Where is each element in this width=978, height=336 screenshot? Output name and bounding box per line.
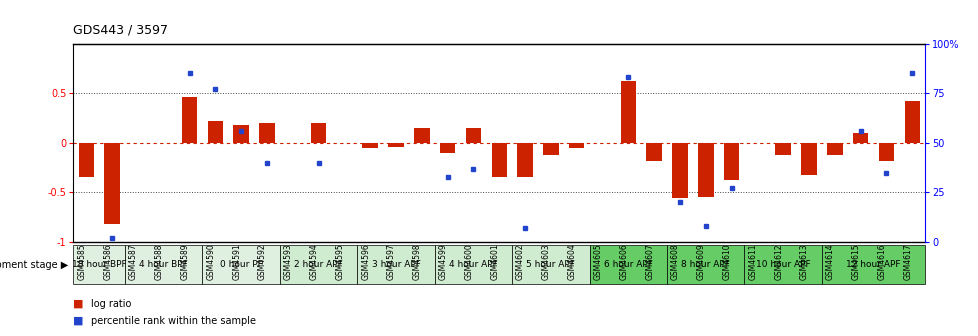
Text: GSM4585: GSM4585 (77, 244, 86, 280)
Text: GSM4606: GSM4606 (619, 244, 628, 280)
Text: GSM4588: GSM4588 (155, 244, 163, 280)
Bar (434, 245, 511, 284)
Bar (723, 143, 738, 180)
Bar (645, 143, 661, 161)
Bar (743, 245, 822, 284)
Bar (466, 128, 481, 143)
Text: GDS443 / 3597: GDS443 / 3597 (73, 24, 168, 37)
Text: 12 hour APF: 12 hour APF (845, 260, 900, 269)
Bar (589, 245, 666, 284)
Text: GSM4608: GSM4608 (670, 244, 680, 280)
Text: GSM4605: GSM4605 (593, 244, 601, 280)
Text: 4 hour APF: 4 hour APF (449, 260, 498, 269)
Bar (388, 143, 403, 147)
Bar (362, 143, 378, 148)
Text: development stage ▶: development stage ▶ (0, 260, 68, 269)
Bar (280, 245, 357, 284)
Bar (78, 143, 94, 177)
Text: GSM4599: GSM4599 (438, 244, 447, 280)
Text: GSM4610: GSM4610 (722, 244, 731, 280)
Text: GSM4591: GSM4591 (232, 244, 241, 280)
Text: GSM4609: GSM4609 (696, 244, 705, 280)
Text: GSM4592: GSM4592 (258, 244, 267, 280)
Bar (357, 245, 434, 284)
Text: GSM4586: GSM4586 (103, 244, 112, 280)
Bar (491, 143, 507, 177)
Text: GSM4597: GSM4597 (386, 244, 396, 280)
Text: 3 hour APF: 3 hour APF (372, 260, 421, 269)
Text: 6 hour APF: 6 hour APF (603, 260, 652, 269)
Bar (568, 143, 584, 148)
Bar (207, 121, 223, 143)
Bar (105, 143, 119, 224)
Text: GSM4617: GSM4617 (903, 244, 911, 280)
Bar (73, 245, 125, 284)
Bar (202, 245, 280, 284)
Text: GSM4602: GSM4602 (515, 244, 524, 280)
Text: 5 hour APF: 5 hour APF (526, 260, 575, 269)
Text: GSM4612: GSM4612 (774, 244, 782, 280)
Bar (666, 245, 743, 284)
Text: GSM4600: GSM4600 (464, 244, 473, 280)
Bar (822, 245, 924, 284)
Text: GSM4589: GSM4589 (180, 244, 190, 280)
Bar (311, 123, 326, 143)
Bar (543, 143, 558, 155)
Bar (904, 101, 919, 143)
Text: ■: ■ (73, 299, 84, 309)
Text: GSM4596: GSM4596 (361, 244, 370, 280)
Text: percentile rank within the sample: percentile rank within the sample (91, 316, 256, 326)
Bar (516, 143, 532, 177)
Bar (414, 128, 429, 143)
Text: GSM4613: GSM4613 (799, 244, 808, 280)
Bar (826, 143, 842, 155)
Text: GSM4604: GSM4604 (567, 244, 576, 280)
Text: GSM4611: GSM4611 (747, 244, 757, 280)
Bar (439, 143, 455, 153)
Text: log ratio: log ratio (91, 299, 131, 309)
Text: ■: ■ (73, 316, 84, 326)
Text: GSM4587: GSM4587 (129, 244, 138, 280)
Bar (852, 133, 867, 143)
Bar (620, 81, 636, 143)
Text: 0 hour PF: 0 hour PF (220, 260, 262, 269)
Text: GSM4598: GSM4598 (413, 244, 422, 280)
Text: GSM4616: GSM4616 (876, 244, 885, 280)
Text: GSM4601: GSM4601 (490, 244, 499, 280)
Bar (125, 245, 202, 284)
Bar (182, 97, 198, 143)
Bar (511, 245, 589, 284)
Text: GSM4593: GSM4593 (284, 244, 292, 280)
Text: GSM4590: GSM4590 (206, 244, 215, 280)
Bar (233, 125, 248, 143)
Bar (775, 143, 790, 155)
Text: 8 hour APF: 8 hour APF (681, 260, 730, 269)
Text: GSM4594: GSM4594 (309, 244, 318, 280)
Bar (878, 143, 893, 161)
Text: GSM4595: GSM4595 (335, 244, 344, 280)
Text: GSM4615: GSM4615 (851, 244, 860, 280)
Text: GSM4614: GSM4614 (825, 244, 834, 280)
Bar (697, 143, 713, 197)
Bar (672, 143, 687, 198)
Text: 10 hour APF: 10 hour APF (755, 260, 810, 269)
Text: 18 hour BPF: 18 hour BPF (71, 260, 126, 269)
Bar (259, 123, 275, 143)
Text: GSM4603: GSM4603 (542, 244, 551, 280)
Text: 4 hour BPF: 4 hour BPF (139, 260, 188, 269)
Text: GSM4607: GSM4607 (645, 244, 653, 280)
Text: 2 hour APF: 2 hour APF (294, 260, 342, 269)
Bar (800, 143, 816, 174)
